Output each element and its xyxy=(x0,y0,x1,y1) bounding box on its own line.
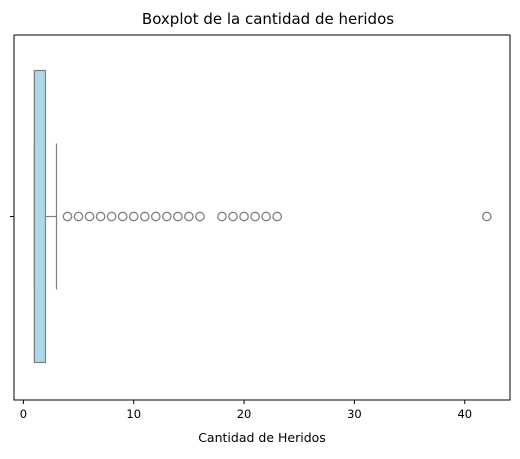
outlier-point xyxy=(195,211,205,222)
outlier-point xyxy=(184,211,194,222)
outlier-point xyxy=(139,211,150,222)
outlier-point xyxy=(217,211,227,222)
outlier-point xyxy=(228,211,238,222)
x-tick-label: 40 xyxy=(457,407,472,421)
outlier-point xyxy=(84,211,95,222)
outlier-point xyxy=(73,211,84,222)
outlier-point xyxy=(250,211,260,222)
outlier-point xyxy=(173,211,183,222)
plot-frame xyxy=(13,34,511,401)
x-tick-label: 20 xyxy=(237,407,252,421)
outlier-point xyxy=(481,211,492,222)
outlier-point xyxy=(239,211,249,222)
x-axis-label: Cantidad de Heridos xyxy=(198,430,326,445)
outlier-point xyxy=(106,211,117,222)
outlier-point xyxy=(117,211,128,222)
outlier-point xyxy=(95,211,106,222)
outlier-point xyxy=(261,211,271,222)
outlier-point xyxy=(272,211,283,222)
chart-title: Boxplot de la cantidad de heridos xyxy=(142,10,394,28)
outlier-point xyxy=(128,211,139,222)
x-tick-label: 0 xyxy=(20,407,27,421)
outlier-point xyxy=(161,211,172,222)
outlier-point xyxy=(150,211,161,222)
x-tick-label: 30 xyxy=(347,407,362,421)
plot-area xyxy=(33,69,492,364)
x-axis: 0 10 20 30 40 xyxy=(10,34,511,421)
x-tick-label: 10 xyxy=(126,407,141,421)
outlier-point xyxy=(62,211,73,222)
iqr-box xyxy=(33,69,47,364)
